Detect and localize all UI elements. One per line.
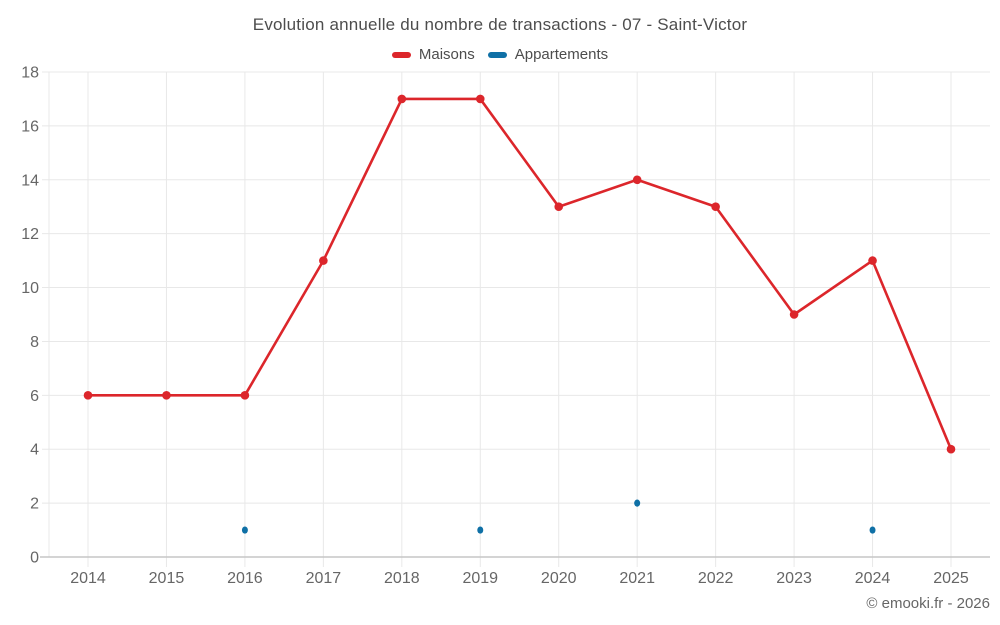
legend-item-maisons[interactable]: Maisons (391, 46, 475, 63)
svg-text:2021: 2021 (619, 570, 655, 587)
legend-label-maisons: Maisons (418, 46, 475, 63)
svg-text:12: 12 (21, 226, 39, 243)
svg-text:2020: 2020 (541, 570, 577, 587)
svg-text:2017: 2017 (306, 570, 342, 587)
chart-legend: Maisons Appartements (0, 46, 1000, 63)
svg-text:16: 16 (21, 118, 39, 135)
svg-text:2014: 2014 (70, 570, 106, 587)
svg-text:2018: 2018 (384, 570, 420, 587)
maisons-series-swatch-icon (391, 51, 411, 58)
svg-text:8: 8 (30, 334, 39, 351)
svg-text:2015: 2015 (149, 570, 185, 587)
svg-text:4: 4 (30, 442, 39, 459)
legend-item-appartements[interactable]: Appartements (487, 46, 609, 63)
chart-title: Evolution annuelle du nombre de transact… (252, 15, 748, 34)
svg-text:10: 10 (21, 280, 39, 297)
legend-label-appartements: Appartements (514, 46, 609, 63)
svg-text:2019: 2019 (462, 570, 498, 587)
svg-text:2025: 2025 (933, 570, 969, 587)
svg-text:2016: 2016 (227, 570, 263, 587)
svg-text:2: 2 (30, 496, 39, 513)
appartements-series-swatch-icon (487, 51, 507, 58)
copyright-text: © emooki.fr - 2026 (866, 595, 990, 612)
svg-text:14: 14 (21, 172, 39, 189)
svg-text:0: 0 (30, 550, 39, 567)
svg-text:2023: 2023 (776, 570, 812, 587)
svg-text:18: 18 (21, 65, 39, 82)
svg-text:6: 6 (30, 388, 39, 405)
svg-text:2022: 2022 (698, 570, 734, 587)
svg-text:2024: 2024 (855, 570, 891, 587)
